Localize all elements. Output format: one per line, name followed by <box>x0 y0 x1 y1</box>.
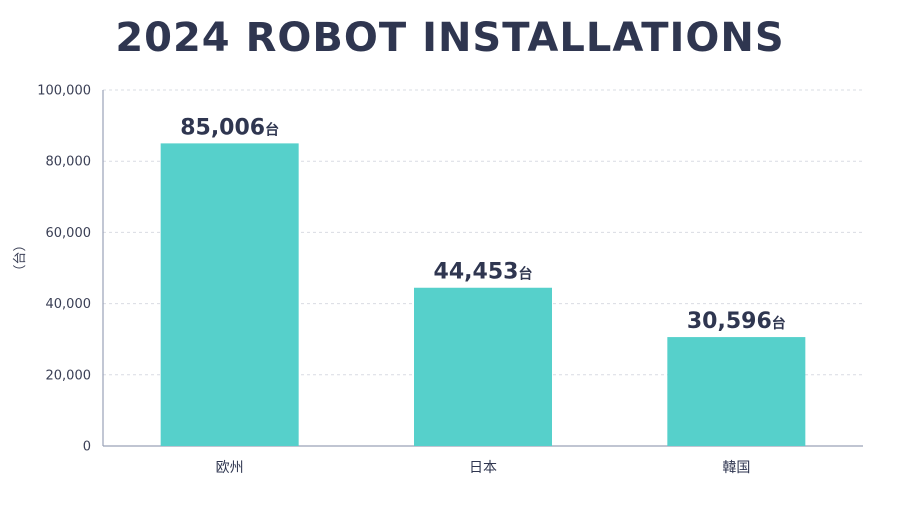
value-label: 85,006台 <box>180 115 279 140</box>
bar <box>414 287 552 446</box>
bars <box>160 143 806 446</box>
labels: 0 20,000 40,000 60,000 80,000 100,000 （台） 85,00… <box>13 84 786 477</box>
bar <box>667 337 806 446</box>
y-tick-label: 0 <box>83 440 91 455</box>
category-label: 欧州 <box>216 460 244 476</box>
value-label: 44,453台 <box>434 260 533 285</box>
y-tick-label: 80,000 <box>46 155 92 170</box>
y-axis-label: （台） <box>13 238 28 277</box>
y-tick-label: 100,000 <box>37 84 91 99</box>
y-tick-label: 20,000 <box>46 368 92 383</box>
y-tick-label: 40,000 <box>46 297 92 312</box>
value-label: 30,596台 <box>687 309 786 334</box>
y-tick-label: 60,000 <box>46 226 92 241</box>
chart-title: 2024 ROBOT INSTALLATIONS <box>115 15 785 61</box>
category-label: 韓国 <box>722 460 750 476</box>
bar <box>160 143 299 446</box>
category-label: 日本 <box>469 460 497 476</box>
